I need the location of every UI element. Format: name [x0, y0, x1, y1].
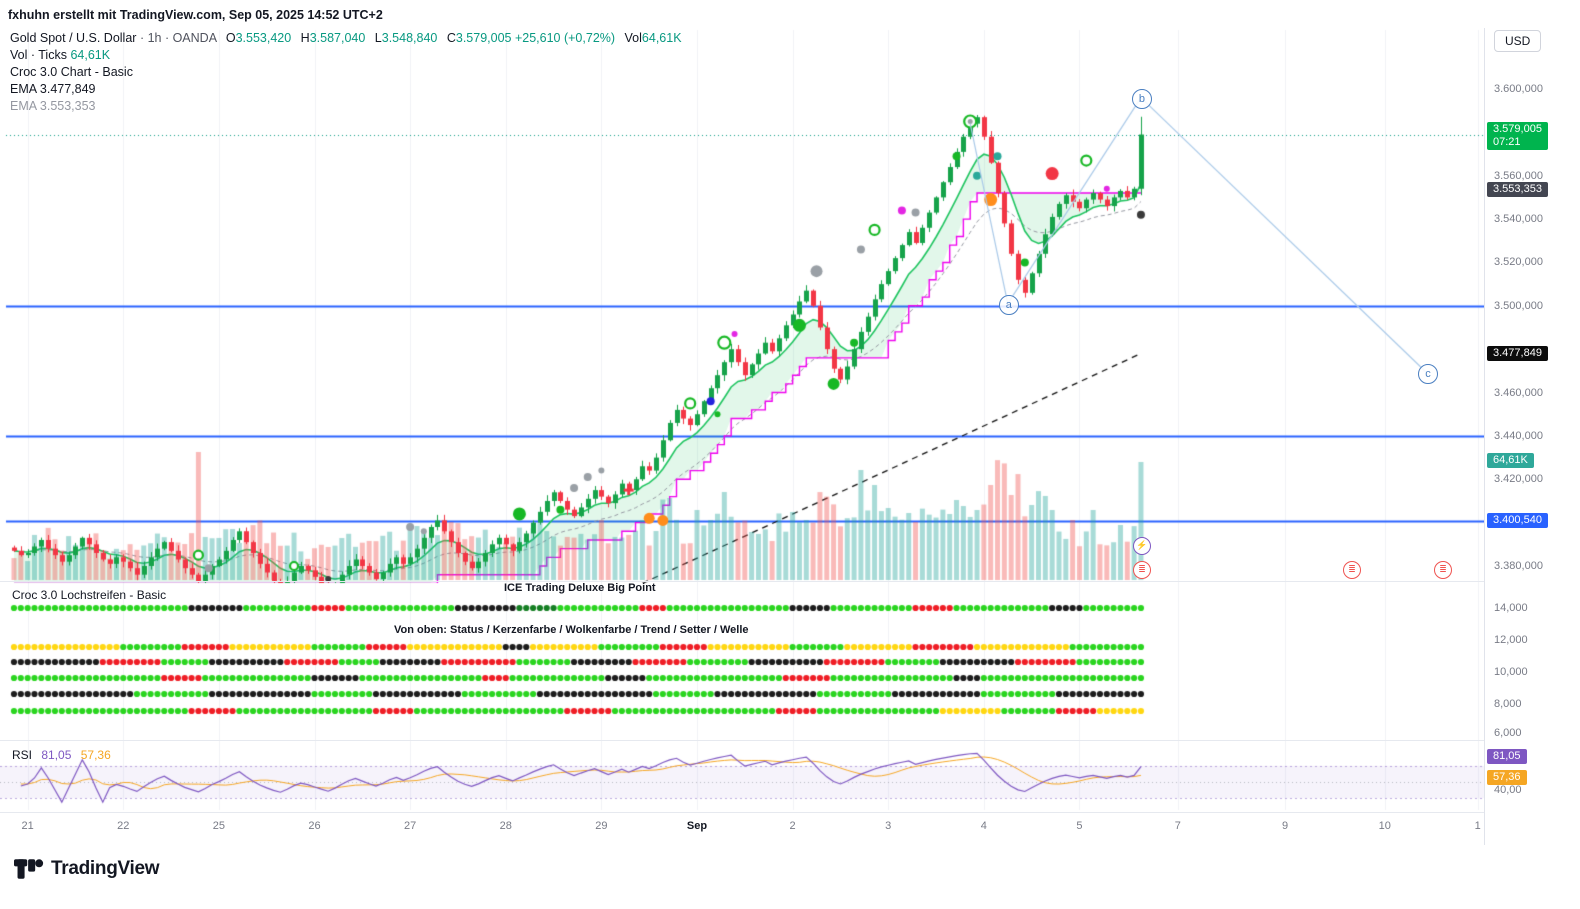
symbol-title[interactable]: Gold Spot / U.S. Dollar: [10, 31, 137, 45]
strip-axis-tick: 8,000: [1494, 698, 1522, 710]
wave-label-a[interactable]: a: [998, 294, 1019, 315]
time-tick: 28: [499, 820, 512, 832]
time-tick: 1: [1474, 820, 1481, 832]
price-label-badge: 64,61K: [1487, 453, 1534, 468]
symbol-meta[interactable]: · 1h · OANDA: [139, 31, 217, 45]
ohlc-close-value: 3.579,005: [455, 31, 512, 45]
indicator-croc-chart-label[interactable]: Croc 3.0 Chart - Basic: [10, 65, 133, 79]
tradingview-brand-text[interactable]: TradingView: [51, 858, 160, 879]
ice-trading-label: ICE Trading Deluxe Big Point: [504, 582, 656, 594]
time-tick: 29: [595, 820, 608, 832]
tradingview-footer[interactable]: TradingView: [14, 856, 160, 882]
price-tick: 3.440,000: [1494, 429, 1543, 442]
ema1-value: 3.477,849: [39, 82, 96, 96]
rsi-axis-label: 40,00: [1494, 784, 1522, 796]
time-tick: 5: [1076, 820, 1083, 832]
ohlc-close-label: C: [446, 31, 456, 45]
price-axis[interactable]: USD 3.600,000 3.560,000 3.540,000 3.520,000…: [1484, 0, 1580, 845]
main-chart-canvas[interactable]: [0, 0, 1484, 845]
lightning-event-icon[interactable]: ⚡: [1133, 537, 1151, 555]
time-tick: 7: [1174, 820, 1181, 832]
ema2-label[interactable]: EMA: [10, 99, 37, 113]
strip-axis-tick: 12,000: [1494, 634, 1528, 646]
currency-button[interactable]: USD: [1494, 30, 1542, 52]
price-axis-border: [1484, 28, 1485, 845]
price-tick: 3.420,000: [1494, 473, 1543, 486]
pane-separator: [0, 812, 1580, 813]
time-tick: 4: [980, 820, 987, 832]
time-tick: 10: [1378, 820, 1391, 832]
rsi-signal-value: 57,36: [80, 748, 111, 762]
rsi-label[interactable]: RSI: [12, 748, 33, 762]
ema2-value: 3.553,353: [39, 99, 96, 113]
strip-axis-tick: 14,000: [1494, 602, 1528, 614]
change-value: +25,610 (+0,72%): [514, 31, 616, 45]
watermark-credit: fxhuhn erstellt mit TradingView.com, Sep…: [8, 8, 383, 22]
calendar-event-icon[interactable]: ≣: [1343, 561, 1361, 579]
price-tick: 3.460,000: [1494, 386, 1543, 399]
price-label-badge: 3.579,005 07:21: [1487, 121, 1548, 150]
wave-label-c[interactable]: c: [1418, 364, 1438, 385]
calendar-event-icon[interactable]: ≣: [1434, 561, 1452, 579]
time-tick: 3: [885, 820, 892, 832]
vol-ticks-value: 64,61K: [70, 48, 111, 62]
time-tick: 27: [404, 820, 417, 832]
tradingview-logo-icon: [14, 859, 44, 879]
rsi-axis-label: 81,05: [1487, 749, 1527, 764]
ohlc-open-value: 3.553,420: [235, 31, 292, 45]
ohlc-low-value: 3.548,840: [381, 31, 438, 45]
time-tick: 9: [1282, 820, 1289, 832]
price-tick: 3.600,000: [1494, 83, 1543, 95]
time-tick: 2: [789, 820, 796, 832]
strip-axis-tick: 10,000: [1494, 666, 1528, 678]
ohlc-open-label: O: [225, 31, 236, 45]
pane-separator[interactable]: [0, 740, 1580, 741]
pane-separator[interactable]: [0, 581, 1580, 582]
time-tick: 22: [117, 820, 130, 832]
vol-ticks-label[interactable]: Vol · Ticks: [10, 48, 67, 62]
rsi-value: 81,05: [41, 748, 72, 762]
price-tick: 3.500,000: [1494, 299, 1543, 312]
price-label-badge: 3.400,540: [1487, 513, 1548, 529]
ohlc-high-value: 3.587,040: [309, 31, 366, 45]
ema1-label[interactable]: EMA: [10, 82, 37, 96]
price-tick: 3.380,000: [1494, 560, 1543, 572]
price-tick: 3.560,000: [1494, 169, 1543, 182]
rsi-legend[interactable]: RSI 81,05 57,36: [12, 748, 111, 762]
time-tick: Sep: [686, 820, 708, 832]
strip-axis-tick: 6,000: [1494, 727, 1522, 739]
strip-pane-subtitle: Von oben: Status / Kerzenfarbe / Wolkenf…: [394, 624, 749, 636]
vol-value: 64,61K: [641, 31, 682, 45]
ohlc-low-label: L: [374, 31, 382, 45]
price-label-badge: 3.477,849: [1487, 345, 1548, 361]
calendar-event-icon[interactable]: ≣: [1133, 561, 1151, 579]
vol-label: Vol: [624, 31, 642, 45]
ohlc-high-label: H: [300, 31, 310, 45]
time-tick: 26: [308, 820, 321, 832]
time-tick: 25: [212, 820, 226, 832]
time-tick: 21: [21, 820, 34, 832]
price-label-badge: 3.553,353: [1487, 182, 1548, 198]
chart-legend: Gold Spot / U.S. Dollar · 1h · OANDA O3.…: [10, 30, 682, 115]
price-tick: 3.520,000: [1494, 256, 1543, 269]
strip-pane-title[interactable]: Croc 3.0 Lochstreifen - Basic: [12, 588, 167, 602]
wave-label-b[interactable]: b: [1131, 88, 1152, 109]
rsi-axis-label: 57,36: [1487, 770, 1527, 785]
price-tick: 3.540,000: [1494, 213, 1543, 226]
